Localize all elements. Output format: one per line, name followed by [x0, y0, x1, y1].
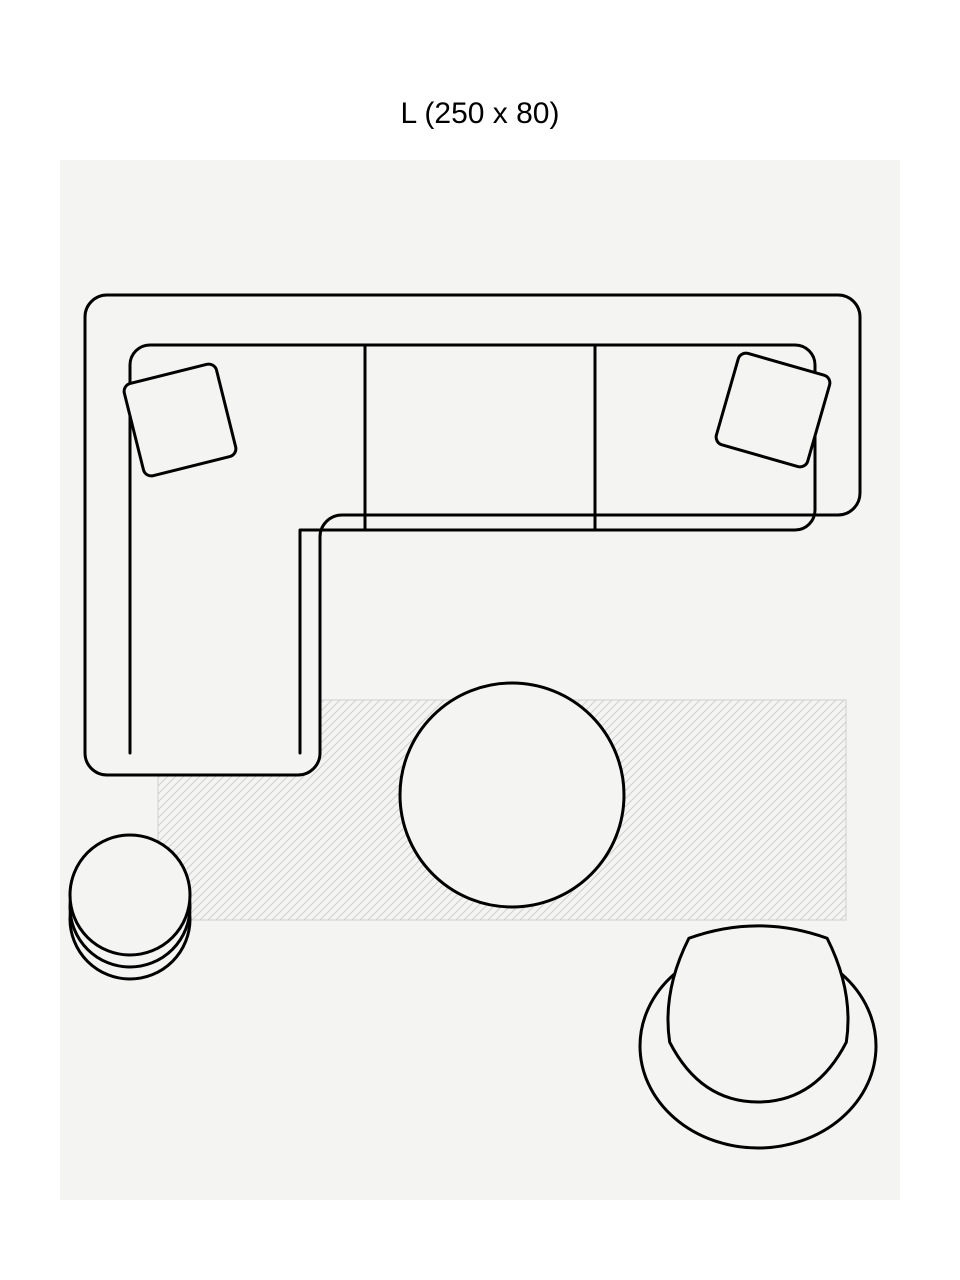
pillow-left	[122, 362, 237, 477]
diagram-canvas: L (250 x 80)	[0, 0, 960, 1280]
floorplan-svg	[0, 0, 960, 1280]
side-table	[70, 835, 190, 979]
coffee-table	[400, 683, 624, 907]
size-label: L (250 x 80)	[0, 97, 960, 131]
